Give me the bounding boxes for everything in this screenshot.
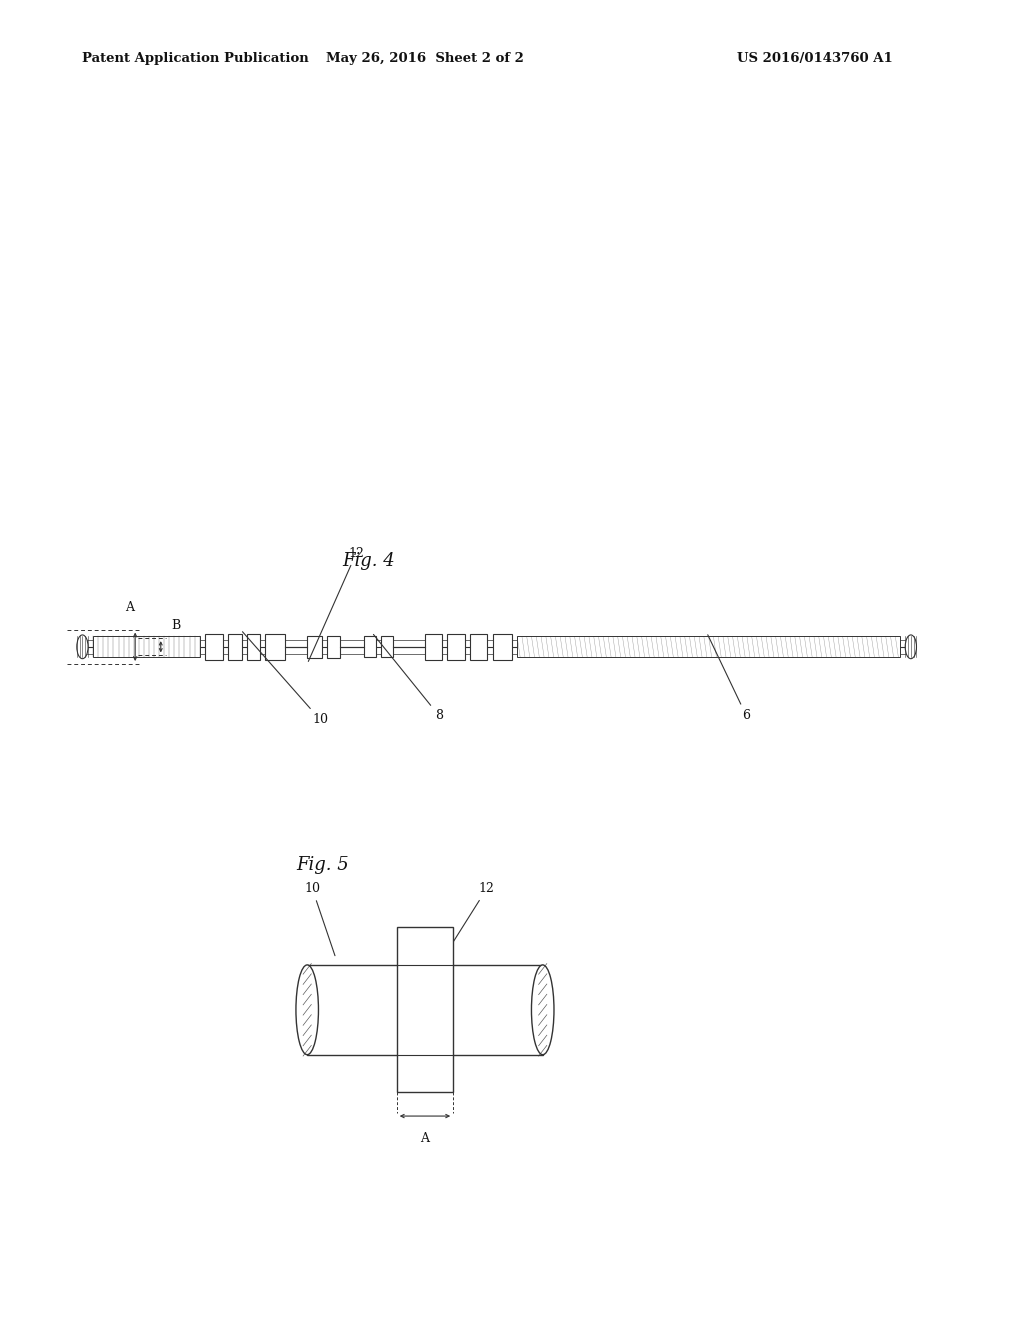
- Ellipse shape: [531, 965, 554, 1055]
- Text: 10: 10: [304, 882, 335, 956]
- Ellipse shape: [77, 635, 88, 659]
- Text: B: B: [171, 619, 180, 632]
- Bar: [205, 634, 223, 660]
- Text: 8: 8: [374, 635, 443, 722]
- Bar: [247, 634, 260, 660]
- Text: 12: 12: [308, 546, 365, 661]
- Ellipse shape: [905, 635, 916, 659]
- Text: 12: 12: [444, 882, 495, 956]
- Bar: [447, 634, 465, 660]
- Text: US 2016/0143760 A1: US 2016/0143760 A1: [737, 51, 893, 65]
- Bar: [425, 634, 442, 660]
- Bar: [307, 965, 543, 1055]
- Bar: [470, 634, 487, 660]
- Bar: [396, 927, 453, 1093]
- Bar: [93, 636, 200, 657]
- Text: Fig. 4: Fig. 4: [342, 552, 395, 570]
- Bar: [493, 634, 512, 660]
- Ellipse shape: [296, 965, 318, 1055]
- Bar: [381, 636, 393, 657]
- Bar: [327, 635, 340, 657]
- Text: Patent Application Publication: Patent Application Publication: [82, 51, 308, 65]
- Text: 6: 6: [708, 635, 751, 722]
- Bar: [265, 634, 285, 660]
- Bar: [364, 636, 376, 657]
- Bar: [228, 634, 242, 660]
- Text: A: A: [126, 601, 134, 614]
- Text: A: A: [421, 1133, 429, 1144]
- Bar: [517, 636, 900, 657]
- Bar: [307, 635, 322, 657]
- Text: 10: 10: [243, 632, 329, 726]
- Text: May 26, 2016  Sheet 2 of 2: May 26, 2016 Sheet 2 of 2: [326, 51, 524, 65]
- Text: Fig. 5: Fig. 5: [296, 855, 349, 874]
